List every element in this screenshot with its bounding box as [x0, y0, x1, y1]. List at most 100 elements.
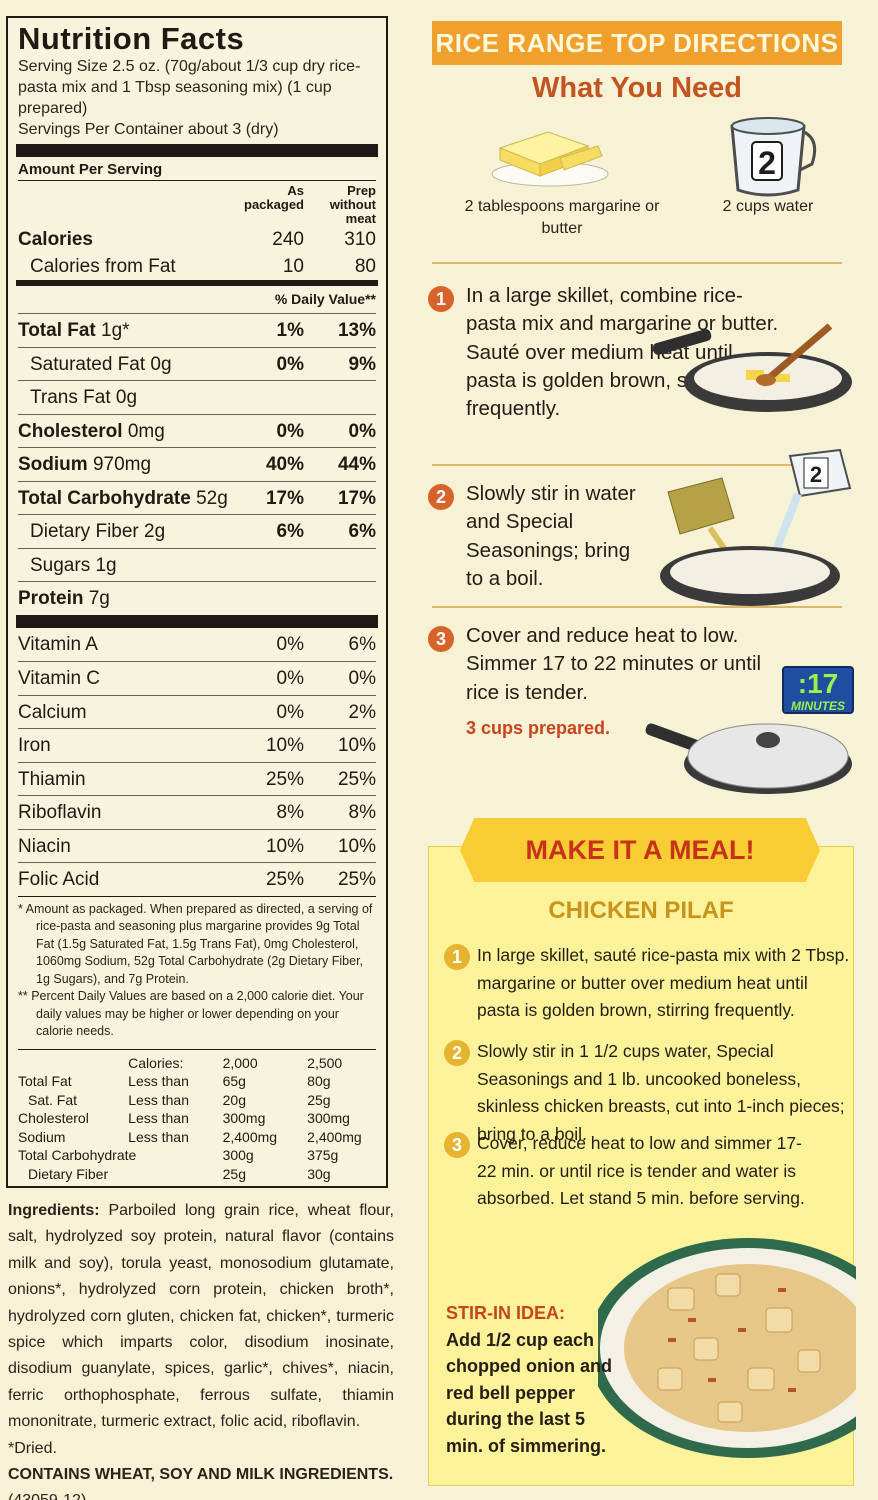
vitamin-v1: 10%: [265, 835, 304, 857]
dv-cell: 80g: [307, 1073, 331, 1090]
nutrient-row: Cholesterol 0mg 0% 0%: [18, 413, 376, 448]
divider: [432, 606, 842, 608]
nutrient-v2: 44%: [337, 454, 376, 475]
nutrient-amount: 0mg: [127, 420, 165, 442]
vitamin-v2: 6%: [348, 633, 376, 655]
dv-table-row: Cholesterol Less than 300mg 300mg: [18, 1109, 376, 1128]
nutrient-v1: 0%: [276, 420, 304, 442]
vitamin-label: Vitamin A: [18, 633, 98, 655]
nutrient-v1: 6%: [276, 521, 304, 542]
nutrition-facts-panel: Nutrition Facts Serving Size 2.5 oz. (70…: [6, 16, 388, 1188]
nutrient-amount: 52g: [196, 487, 228, 509]
dv-cell: 2,400mg: [222, 1128, 278, 1145]
meal-step-1-number: 1: [444, 944, 470, 970]
skillet-icon: [652, 323, 852, 412]
dv-head-cell: 2,500: [307, 1054, 343, 1071]
dv-cell: Cholesterol: [18, 1110, 89, 1127]
dv-cell: 375g: [307, 1147, 339, 1164]
serving-size: Serving Size 2.5 oz. (70g/about 1/3 cup …: [18, 58, 361, 117]
nutrient-v2: 6%: [348, 521, 376, 542]
calories-row: Calories 240 310: [18, 226, 376, 253]
meal-step-3-text: Cover, reduce heat to low and simmer 17-…: [477, 1133, 805, 1208]
vitamin-v1: 0%: [276, 668, 304, 689]
vitamin-v2: 25%: [337, 768, 376, 790]
nutrient-amount: 7g: [88, 588, 110, 609]
divider: [16, 280, 378, 286]
vitamin-row: Calcium 0% 2%: [18, 694, 376, 729]
vitamin-list: Vitamin A 0% 6% Vitamin C 0% 0% Calcium 0% 2% …: [18, 628, 376, 896]
vitamin-v1: 10%: [265, 735, 304, 756]
meal-step-3-number: 3: [444, 1132, 470, 1158]
vitamin-label: Iron: [18, 735, 51, 756]
dv-cell: 25g: [222, 1166, 246, 1183]
calories-fat-v1: 10: [282, 256, 304, 277]
nutrient-amount: 970mg: [92, 454, 152, 475]
step-2-number: 2: [428, 484, 454, 510]
calories-fat-v2: 80: [354, 256, 376, 277]
svg-text:2: 2: [810, 462, 822, 487]
meal-step-1-text: In large skillet, sauté rice-pasta mix w…: [477, 945, 850, 1020]
nutrient-row: Sugars 1g: [18, 547, 376, 582]
nutrient-v2: 0%: [348, 420, 376, 442]
dv-head: % Daily Value**: [274, 291, 376, 307]
measuring-cup-icon: 2: [730, 117, 817, 197]
dv-table-row: Dietary Fiber 25g 30g: [18, 1165, 376, 1184]
vitamin-label: Riboflavin: [18, 802, 102, 823]
vitamin-v1: 0%: [276, 633, 304, 655]
footnote-packaged: * Amount as packaged. When prepared as d…: [18, 901, 373, 986]
yield-text: 3 cups prepared.: [466, 718, 611, 738]
ingredients-label: Ingredients:: [8, 1202, 100, 1219]
dv-table-head: Calories: 2,000 2,500: [18, 1054, 376, 1073]
vitamin-row: Niacin 10% 10%: [18, 828, 376, 863]
vitamin-label: Calcium: [18, 701, 87, 723]
nutrient-label: Cholesterol: [18, 420, 123, 442]
step-3-text: Cover and reduce heat to low. Simmer 17 …: [466, 624, 762, 704]
vitamin-v2: 25%: [337, 869, 376, 890]
nutrient-label: Sugars 1g: [30, 554, 117, 576]
stir-in-title: STIR-IN IDEA:: [446, 1303, 565, 1323]
ingredients-dried-note: *Dried.: [8, 1439, 57, 1457]
vitamin-row: Folic Acid 25% 25%: [18, 862, 376, 896]
col-prep: Prep without meat: [329, 183, 376, 226]
dv-cell: 2,400mg: [307, 1128, 362, 1145]
vitamin-label: Thiamin: [18, 768, 86, 790]
dv-cell: 25g: [307, 1091, 331, 1108]
dv-cell: Less than: [128, 1073, 189, 1090]
stir-in-text: Add 1/2 cup each chopped onion and red b…: [446, 1329, 612, 1456]
dv-cell: 20g: [222, 1091, 246, 1108]
vitamin-v2: 2%: [348, 701, 376, 723]
meal-step-2-text: Slowly stir in 1 1/2 cups water, Special…: [477, 1041, 845, 1144]
divider: [16, 144, 378, 157]
daily-value-header: % Daily Value**: [18, 286, 376, 313]
column-headers: As packaged Prep without meat: [18, 181, 376, 226]
step-2-text: Slowly stir in water and Special Seasoni…: [466, 482, 636, 590]
product-code: (43059-12): [8, 1488, 394, 1500]
dv-cell: Less than: [128, 1128, 189, 1145]
ingredients-text: Parboiled long grain rice, wheat flour, …: [8, 1202, 394, 1431]
footnote-daily-values: ** Percent Daily Values are based on a 2…: [18, 989, 364, 1038]
nutrient-row: Protein 7g: [18, 581, 376, 615]
pilaf-plate-icon: [598, 1238, 856, 1458]
nutrient-row: Trans Fat 0g: [18, 380, 376, 414]
vitamin-v1: 8%: [276, 802, 304, 823]
nutrient-v2: 9%: [348, 353, 376, 375]
vitamin-v2: 10%: [337, 735, 376, 756]
vitamin-v2: 0%: [348, 668, 376, 689]
calories-v2: 310: [344, 229, 376, 250]
ingredients-block: Ingredients: Parboiled long grain rice, …: [8, 1198, 394, 1500]
vitamin-v1: 25%: [265, 768, 304, 790]
nutrient-amount: 1g*: [101, 320, 130, 341]
nutrition-title: Nutrition Facts: [18, 21, 245, 56]
dv-cell: Total Carbohydrate: [18, 1147, 137, 1164]
vitamin-v2: 8%: [348, 802, 376, 823]
dv-cell: Less than: [128, 1110, 189, 1127]
covered-skillet-icon: [645, 723, 852, 794]
timer-icon: :17 MINUTES: [782, 666, 854, 714]
chicken-pilaf-title: CHICKEN PILAF: [548, 897, 734, 924]
timer-unit: MINUTES: [791, 699, 845, 713]
step-3-number: 3: [428, 626, 454, 652]
servings-per-container: Servings Per Container about 3 (dry): [18, 121, 279, 138]
vitamin-row: Vitamin A 0% 6%: [18, 628, 376, 662]
nutrient-row: Total Carbohydrate 52g 17% 17%: [18, 480, 376, 515]
dv-cell: 65g: [222, 1073, 246, 1090]
